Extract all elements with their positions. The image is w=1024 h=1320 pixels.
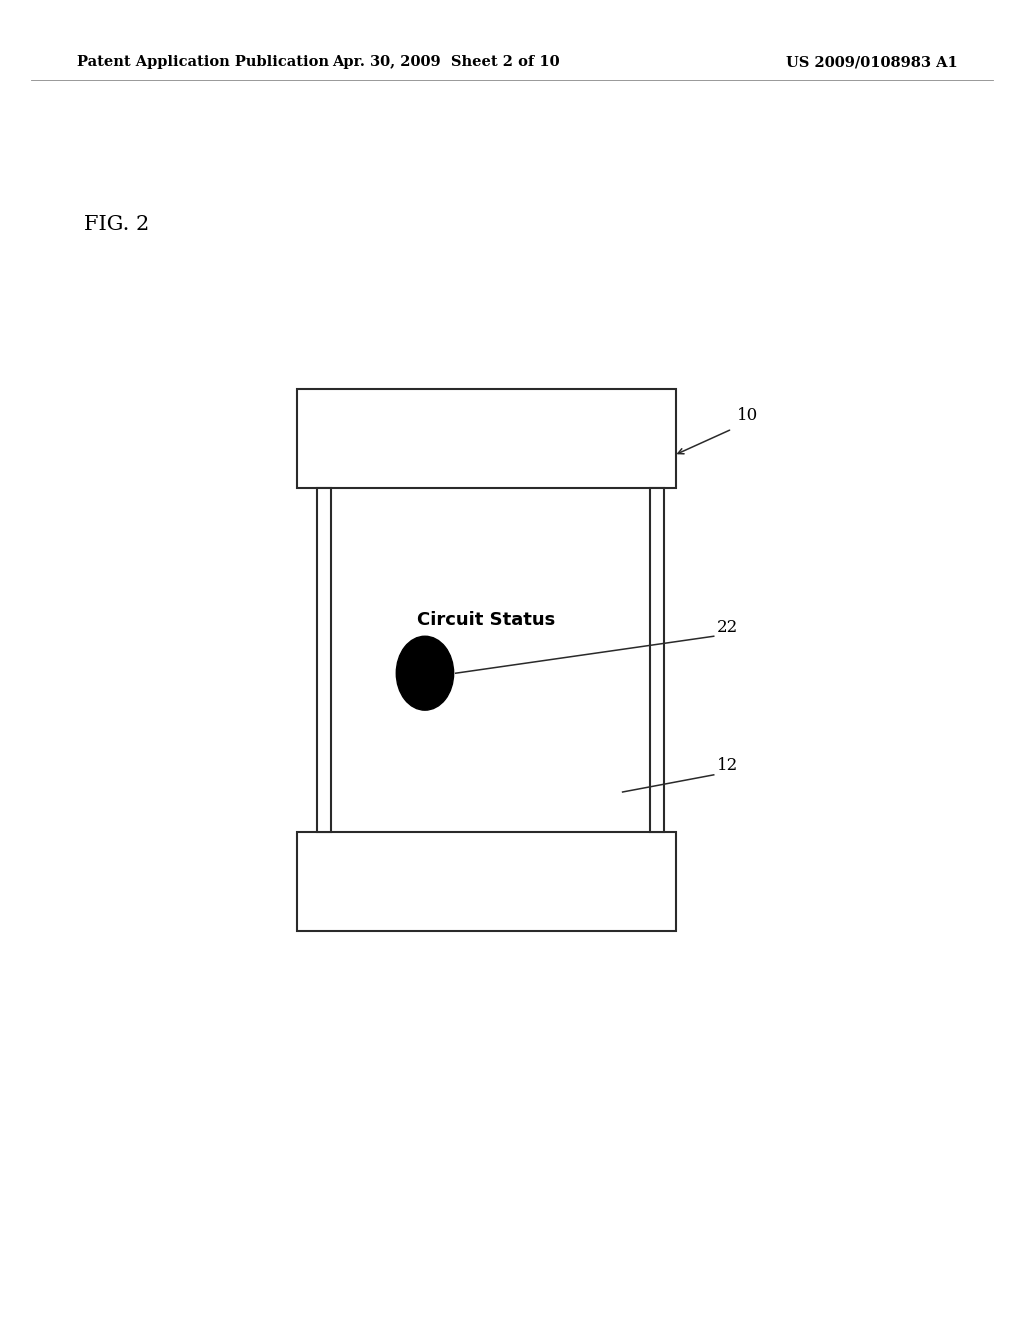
Text: Apr. 30, 2009  Sheet 2 of 10: Apr. 30, 2009 Sheet 2 of 10 [332, 55, 559, 69]
Text: 10: 10 [737, 408, 759, 424]
Text: US 2009/0108983 A1: US 2009/0108983 A1 [785, 55, 957, 69]
Bar [317, 488, 331, 832]
Bar [297, 832, 676, 931]
Text: Circuit Status: Circuit Status [417, 611, 556, 630]
Bar [297, 389, 676, 488]
Text: 12: 12 [717, 758, 738, 774]
Text: 22: 22 [717, 619, 738, 635]
Text: FIG. 2: FIG. 2 [84, 215, 150, 234]
Text: Patent Application Publication: Patent Application Publication [77, 55, 329, 69]
Circle shape [396, 636, 454, 710]
Bar [650, 488, 664, 832]
